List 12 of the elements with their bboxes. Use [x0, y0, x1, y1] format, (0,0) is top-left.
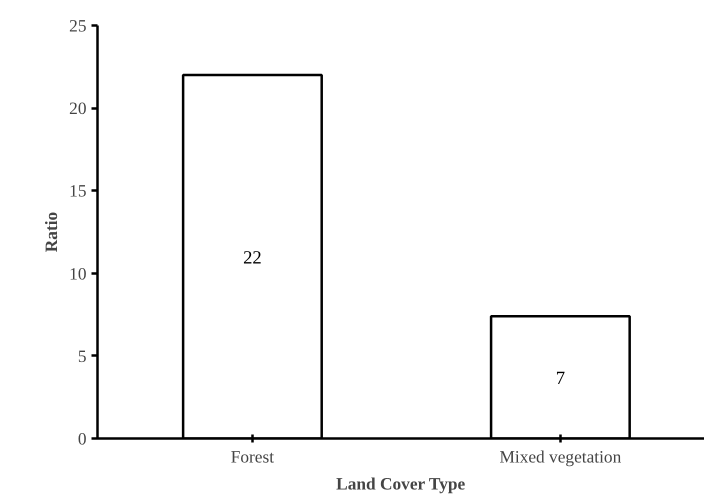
x-tick-label: Mixed vegetation [500, 448, 622, 466]
y-tick-label: 20 [69, 99, 86, 118]
y-axis-title: Ratio [42, 212, 62, 252]
y-tick-label: 0 [78, 430, 87, 448]
x-tick-label: Forest [230, 448, 274, 466]
x-axis-title: Land Cover Type [336, 474, 466, 494]
data-label: 7 [556, 368, 566, 389]
y-tick-label: 5 [78, 346, 87, 366]
y-tick-label: 15 [69, 182, 86, 201]
y-tick-label: 10 [69, 264, 86, 284]
data-label: 22 [243, 247, 262, 268]
y-tick-label: 25 [69, 16, 86, 36]
